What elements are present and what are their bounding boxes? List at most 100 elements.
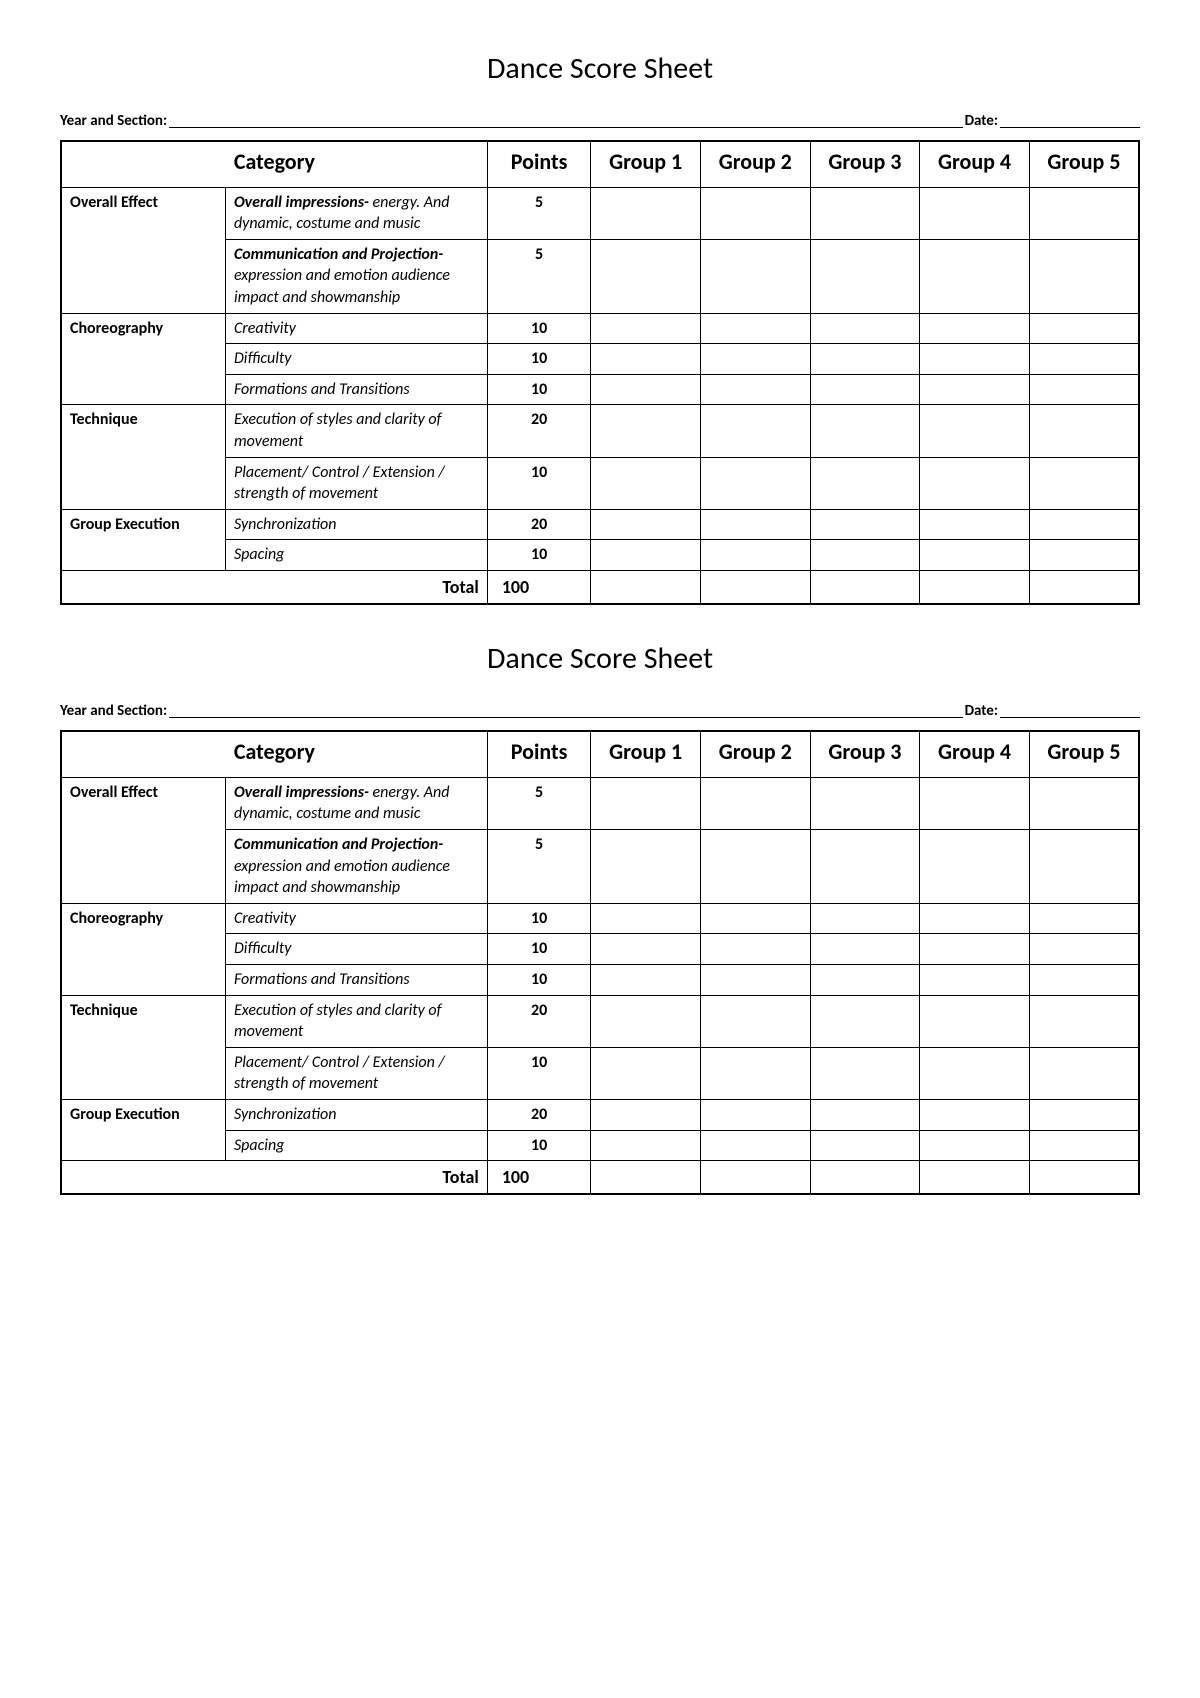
score-cell-group5[interactable] [1029, 964, 1139, 995]
total-score-cell-group5[interactable] [1029, 570, 1139, 604]
score-cell-group3[interactable] [810, 457, 920, 509]
score-cell-group2[interactable] [700, 457, 810, 509]
score-cell-group1[interactable] [591, 540, 701, 571]
score-cell-group1[interactable] [591, 934, 701, 965]
score-cell-group2[interactable] [700, 313, 810, 344]
score-cell-group4[interactable] [920, 1047, 1030, 1099]
score-cell-group5[interactable] [1029, 1047, 1139, 1099]
total-score-cell-group2[interactable] [700, 570, 810, 604]
score-cell-group4[interactable] [920, 964, 1030, 995]
score-cell-group1[interactable] [591, 777, 701, 829]
total-score-cell-group2[interactable] [700, 1161, 810, 1195]
year-section-input-line[interactable] [169, 114, 962, 128]
score-cell-group2[interactable] [700, 777, 810, 829]
score-cell-group5[interactable] [1029, 903, 1139, 934]
score-cell-group2[interactable] [700, 509, 810, 540]
score-cell-group4[interactable] [920, 405, 1030, 457]
total-score-cell-group4[interactable] [920, 1161, 1030, 1195]
score-cell-group1[interactable] [591, 1047, 701, 1099]
score-cell-group2[interactable] [700, 1099, 810, 1130]
score-cell-group1[interactable] [591, 313, 701, 344]
total-score-cell-group5[interactable] [1029, 1161, 1139, 1195]
score-cell-group5[interactable] [1029, 934, 1139, 965]
total-score-cell-group3[interactable] [810, 570, 920, 604]
score-cell-group2[interactable] [700, 934, 810, 965]
score-cell-group4[interactable] [920, 374, 1030, 405]
score-cell-group2[interactable] [700, 540, 810, 571]
score-cell-group4[interactable] [920, 187, 1030, 239]
score-cell-group4[interactable] [920, 1130, 1030, 1161]
score-cell-group3[interactable] [810, 187, 920, 239]
score-cell-group1[interactable] [591, 509, 701, 540]
score-cell-group3[interactable] [810, 405, 920, 457]
score-cell-group3[interactable] [810, 934, 920, 965]
score-cell-group5[interactable] [1029, 239, 1139, 313]
score-cell-group1[interactable] [591, 239, 701, 313]
score-cell-group3[interactable] [810, 374, 920, 405]
score-cell-group5[interactable] [1029, 405, 1139, 457]
score-cell-group3[interactable] [810, 777, 920, 829]
score-cell-group5[interactable] [1029, 313, 1139, 344]
score-cell-group1[interactable] [591, 964, 701, 995]
score-cell-group5[interactable] [1029, 509, 1139, 540]
score-cell-group1[interactable] [591, 374, 701, 405]
score-cell-group5[interactable] [1029, 829, 1139, 903]
score-cell-group4[interactable] [920, 540, 1030, 571]
score-cell-group3[interactable] [810, 313, 920, 344]
score-cell-group3[interactable] [810, 995, 920, 1047]
score-cell-group1[interactable] [591, 405, 701, 457]
score-cell-group2[interactable] [700, 964, 810, 995]
score-cell-group3[interactable] [810, 509, 920, 540]
score-cell-group3[interactable] [810, 829, 920, 903]
score-cell-group4[interactable] [920, 934, 1030, 965]
score-cell-group3[interactable] [810, 239, 920, 313]
score-cell-group4[interactable] [920, 777, 1030, 829]
score-cell-group1[interactable] [591, 1099, 701, 1130]
score-cell-group5[interactable] [1029, 777, 1139, 829]
total-score-cell-group1[interactable] [591, 1161, 701, 1195]
score-cell-group2[interactable] [700, 903, 810, 934]
score-cell-group4[interactable] [920, 457, 1030, 509]
score-cell-group4[interactable] [920, 829, 1030, 903]
score-cell-group2[interactable] [700, 239, 810, 313]
score-cell-group4[interactable] [920, 903, 1030, 934]
score-cell-group2[interactable] [700, 374, 810, 405]
score-cell-group3[interactable] [810, 1130, 920, 1161]
score-cell-group4[interactable] [920, 995, 1030, 1047]
score-cell-group4[interactable] [920, 239, 1030, 313]
date-input-line[interactable] [1000, 114, 1140, 128]
score-cell-group1[interactable] [591, 187, 701, 239]
score-cell-group2[interactable] [700, 1047, 810, 1099]
year-section-input-line[interactable] [169, 704, 962, 718]
score-cell-group2[interactable] [700, 405, 810, 457]
score-cell-group3[interactable] [810, 540, 920, 571]
score-cell-group4[interactable] [920, 1099, 1030, 1130]
total-score-cell-group4[interactable] [920, 570, 1030, 604]
score-cell-group1[interactable] [591, 829, 701, 903]
score-cell-group5[interactable] [1029, 457, 1139, 509]
score-cell-group5[interactable] [1029, 1099, 1139, 1130]
total-score-cell-group1[interactable] [591, 570, 701, 604]
score-cell-group5[interactable] [1029, 995, 1139, 1047]
score-cell-group3[interactable] [810, 344, 920, 375]
score-cell-group1[interactable] [591, 903, 701, 934]
score-cell-group5[interactable] [1029, 374, 1139, 405]
score-cell-group1[interactable] [591, 995, 701, 1047]
score-cell-group5[interactable] [1029, 540, 1139, 571]
score-cell-group5[interactable] [1029, 1130, 1139, 1161]
score-cell-group3[interactable] [810, 903, 920, 934]
score-cell-group2[interactable] [700, 995, 810, 1047]
score-cell-group1[interactable] [591, 457, 701, 509]
total-score-cell-group3[interactable] [810, 1161, 920, 1195]
score-cell-group1[interactable] [591, 1130, 701, 1161]
score-cell-group5[interactable] [1029, 187, 1139, 239]
score-cell-group3[interactable] [810, 1047, 920, 1099]
score-cell-group5[interactable] [1029, 344, 1139, 375]
date-input-line[interactable] [1000, 704, 1140, 718]
score-cell-group1[interactable] [591, 344, 701, 375]
score-cell-group4[interactable] [920, 313, 1030, 344]
score-cell-group2[interactable] [700, 829, 810, 903]
score-cell-group2[interactable] [700, 344, 810, 375]
score-cell-group3[interactable] [810, 1099, 920, 1130]
score-cell-group4[interactable] [920, 509, 1030, 540]
